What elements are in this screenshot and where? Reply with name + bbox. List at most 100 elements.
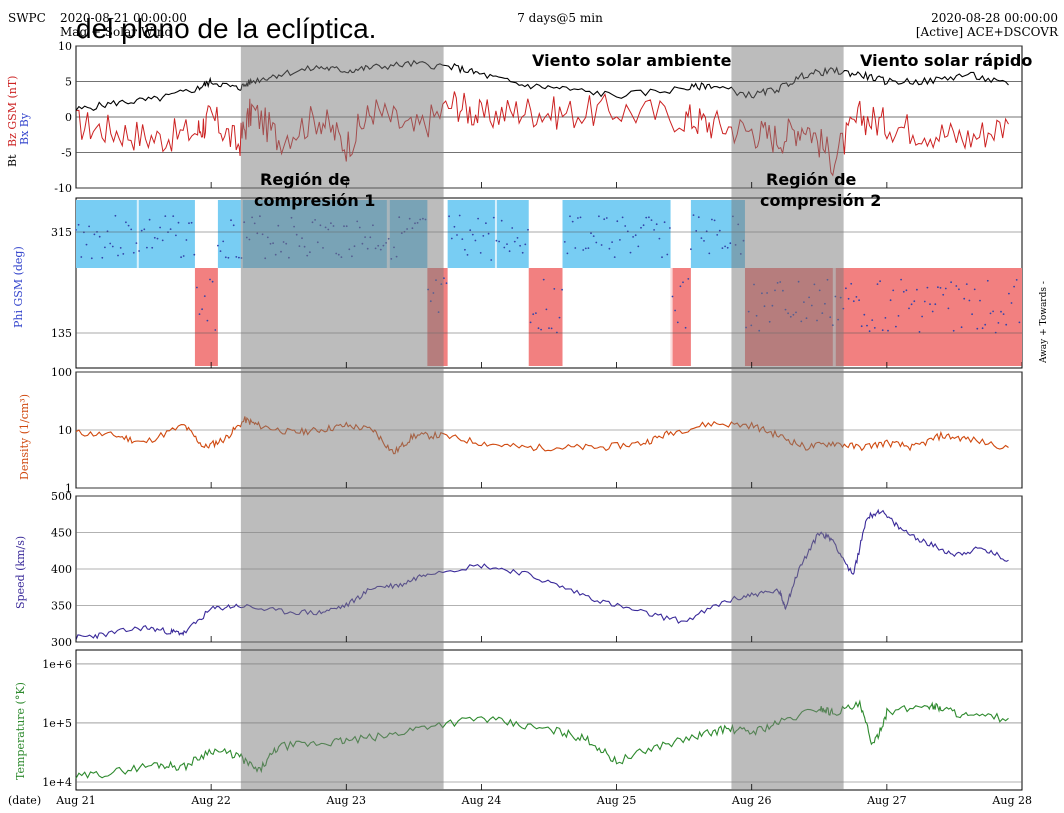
phi-point [190,221,193,224]
phi-point [156,237,159,240]
mag-tick-label: 5 [65,76,72,89]
phi-point [600,244,603,246]
phi-point [963,297,966,300]
bz-series-line [75,91,1009,177]
x-tick-label: Aug 21 [55,794,96,807]
phi-point [448,215,450,218]
phi-point [521,251,524,254]
region2-label-line2: compresión 2 [760,191,881,210]
caption-fragment: del plano de la eclíptica. [76,13,376,44]
phi-point [718,229,721,232]
phi-point [845,287,847,290]
phi-point [897,315,900,317]
phi-point [214,329,217,331]
x-tick-label: Aug 24 [461,794,502,807]
phi-point [453,225,456,228]
phi-point [648,216,650,219]
phi-point [989,312,992,315]
phi-point [456,234,458,236]
phi-point [1010,302,1013,304]
phi-gap [136,200,139,366]
phi-point [582,249,585,251]
phi-point [900,278,902,281]
phi-point [109,242,112,245]
phi-point [508,250,511,253]
phi-point [1015,279,1018,281]
phi-point [495,239,498,242]
phi-point [676,321,679,324]
phi-point [461,238,464,241]
phi-point [965,283,968,285]
phi-point [724,245,726,248]
phi-point [548,327,550,329]
phi-point [227,256,230,259]
phi-point [117,254,119,257]
phi-point [138,250,141,252]
phi-point [532,313,535,316]
phi-point [687,278,690,280]
phi-point [926,286,929,289]
phi-point [895,325,897,328]
phi-point [519,244,521,247]
phi-point [206,319,209,322]
phi-point [939,287,942,289]
phi-point [159,226,162,229]
phi-point [613,256,616,258]
phi-point [230,219,232,222]
phi-point [193,253,196,256]
phi-point [700,237,703,240]
phi-point [511,227,514,229]
phi-point [666,253,669,256]
phi-point [563,241,566,243]
x-tick-label: Aug 28 [991,794,1032,807]
phi-point [545,308,548,311]
x-tick-label: Aug 26 [731,794,772,807]
phi-point [458,214,461,217]
x-tick-label: Aug 25 [596,794,637,807]
phi-point [1018,321,1021,324]
phi-point [632,236,634,238]
phi-point [621,216,624,219]
phi-gap [670,200,673,366]
phi-point [968,299,971,302]
phi-point [984,323,987,326]
speed-series-line [75,508,1009,640]
phi-point [881,329,884,332]
phi-point [921,315,923,318]
phi-point [188,222,190,225]
phi-point [574,247,577,249]
phi-point [603,218,606,221]
phi-point [490,259,493,261]
phi-point [884,317,887,319]
phi-point [642,224,645,227]
phi-point [482,235,485,237]
phi-point [140,229,143,232]
phi-point [111,245,114,248]
phi-tick-label: 315 [51,226,72,239]
phi-point [726,246,729,249]
phi-point [506,243,508,246]
phi-point [540,328,542,331]
phi-point [180,256,183,259]
phi-point [947,307,950,310]
phi-point [976,327,979,330]
phi-point [679,285,682,288]
phi-point [661,256,663,259]
phi-point [902,290,905,293]
phi-point [151,246,154,249]
speed-tick-label: 400 [51,563,72,576]
phi-point [503,246,506,249]
phi-point [1002,313,1005,315]
phi-point [182,255,185,257]
bz-axis-label: Bz GSM (nT) [6,76,19,147]
phi-point [595,241,598,244]
phi-point [77,223,80,226]
phi-gap [494,200,497,366]
phi-point [986,279,989,282]
x-tick-label: Aug 27 [866,794,907,807]
phi-point [498,240,500,243]
product-label: Mag + Solar Wind [60,25,172,39]
phi-point [592,235,595,238]
phi-point [211,280,214,283]
shaded-region2 [731,46,844,790]
